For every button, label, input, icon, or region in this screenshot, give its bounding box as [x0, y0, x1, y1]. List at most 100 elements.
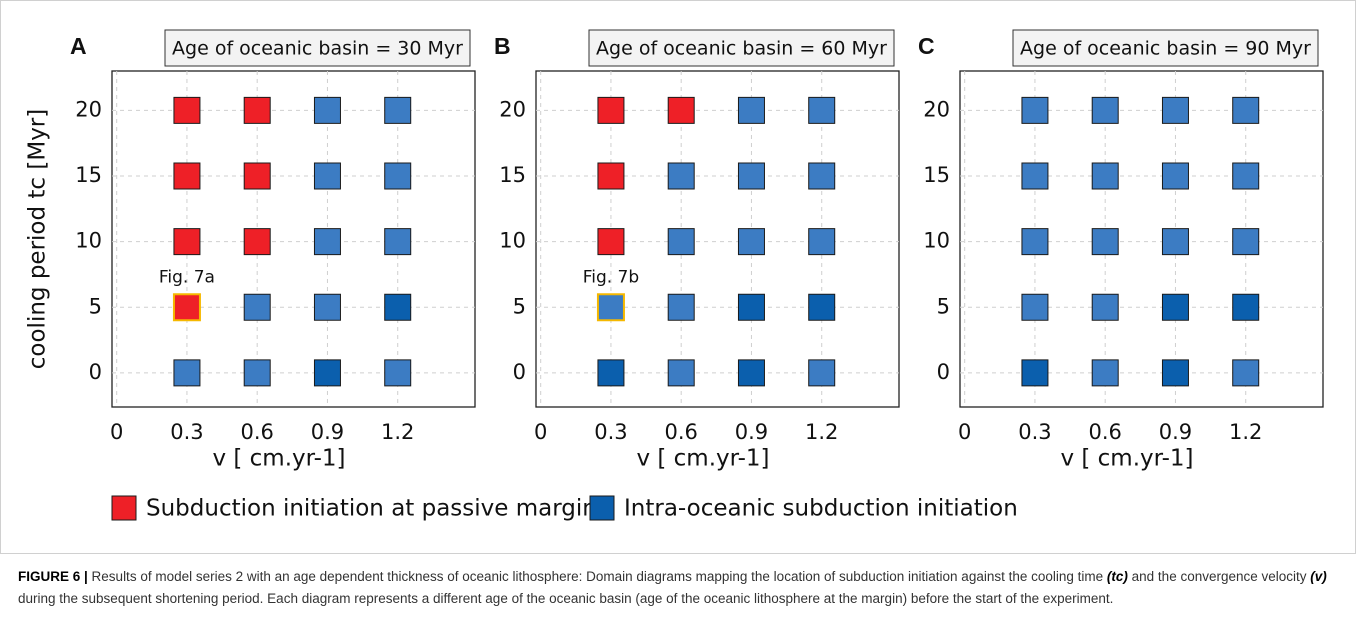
y-tick-label: 20	[923, 97, 950, 121]
point	[243, 228, 271, 256]
point	[173, 228, 201, 256]
point	[1161, 359, 1189, 387]
point	[313, 228, 341, 256]
point	[1232, 293, 1260, 321]
x-tick-label: 0.6	[664, 420, 697, 444]
plot-area	[535, 70, 900, 408]
point	[173, 162, 201, 190]
point	[384, 162, 412, 190]
point	[667, 96, 695, 124]
title-box	[588, 29, 895, 67]
plot-area	[959, 70, 1324, 408]
y-tick-label: 20	[499, 97, 526, 121]
point	[173, 359, 201, 387]
point	[1161, 228, 1189, 256]
point	[313, 162, 341, 190]
point	[1232, 359, 1260, 387]
plot-area	[111, 70, 476, 408]
y-tick-label: 15	[75, 163, 102, 187]
x-tick-label: 0.9	[311, 420, 344, 444]
point	[1161, 293, 1189, 321]
point	[1021, 228, 1049, 256]
point	[667, 359, 695, 387]
annotation: Fig. 7a	[159, 267, 215, 287]
x-tick-label: 0	[110, 420, 123, 444]
point	[1161, 162, 1189, 190]
point	[808, 359, 836, 387]
point	[313, 96, 341, 124]
x-tick-label: 1.2	[1229, 420, 1262, 444]
y-tick-label: 10	[499, 229, 526, 253]
chart-title: Age of oceanic basin = 60 Myr	[596, 38, 887, 60]
point	[1091, 162, 1119, 190]
legend-label: Subduction initiation at passive margin	[146, 496, 597, 522]
point	[597, 228, 625, 256]
x-tick-label: 0.6	[1088, 420, 1121, 444]
caption-emph: (tc)	[1106, 569, 1128, 584]
panel-label: C	[918, 33, 935, 59]
point	[313, 293, 341, 321]
x-tick-label: 0.3	[594, 420, 627, 444]
y-tick-label: 20	[75, 97, 102, 121]
legend-label: Intra-oceanic subduction initiation	[624, 496, 1018, 522]
y-tick-label: 5	[513, 294, 526, 318]
annotation: Fig. 7b	[583, 267, 639, 287]
point	[1091, 293, 1119, 321]
point	[1232, 162, 1260, 190]
x-tick-label: 0.9	[735, 420, 768, 444]
point	[1021, 359, 1049, 387]
legend-swatch	[111, 495, 137, 521]
point	[1021, 293, 1049, 321]
point	[667, 293, 695, 321]
x-tick-label: 0.3	[170, 420, 203, 444]
point	[737, 228, 765, 256]
y-tick-label: 5	[89, 294, 102, 318]
point	[737, 293, 765, 321]
x-tick-label: 0.6	[240, 420, 273, 444]
caption-text: during the subsequent shortening period.…	[18, 591, 1114, 606]
y-tick-label: 5	[937, 294, 950, 318]
point	[1021, 162, 1049, 190]
point	[384, 96, 412, 124]
point	[808, 293, 836, 321]
caption-text: Results of model series 2 with an age de…	[87, 569, 1107, 584]
y-tick-label: 10	[75, 229, 102, 253]
point	[597, 96, 625, 124]
point	[243, 96, 271, 124]
x-tick-label: 1.2	[381, 420, 414, 444]
chart-title: Age of oceanic basin = 30 Myr	[172, 38, 463, 60]
y-tick-label: 15	[499, 163, 526, 187]
point	[808, 162, 836, 190]
caption-label: FIGURE 6 |	[18, 569, 88, 584]
point	[173, 96, 201, 124]
point	[384, 359, 412, 387]
point	[808, 228, 836, 256]
point	[667, 228, 695, 256]
point	[384, 293, 412, 321]
panel-label: B	[494, 33, 511, 59]
figure: 0 0.3 0.6 0.9 1.2 0 5 10 15 20 v [ cm.yr-1] cooling…	[0, 0, 1356, 554]
legend-swatch	[589, 495, 615, 521]
y-axis-label: cooling period tc [Myr]	[25, 109, 51, 369]
point	[737, 162, 765, 190]
x-tick-label: 1.2	[805, 420, 838, 444]
point	[1161, 96, 1189, 124]
chart-title: Age of oceanic basin = 90 Myr	[1020, 38, 1311, 60]
point	[737, 359, 765, 387]
x-axis-label: v [ cm.yr-1]	[1060, 446, 1193, 472]
point	[808, 96, 836, 124]
title-box	[164, 29, 471, 67]
point	[737, 96, 765, 124]
point	[384, 228, 412, 256]
y-tick-label: 0	[937, 360, 950, 384]
y-tick-label: 15	[923, 163, 950, 187]
x-tick-label: 0.3	[1018, 420, 1051, 444]
x-tick-label: 0.9	[1159, 420, 1192, 444]
panel-label: A	[70, 33, 87, 59]
point	[597, 359, 625, 387]
caption: FIGURE 6 | Results of model series 2 wit…	[18, 566, 1338, 610]
y-tick-label: 0	[513, 360, 526, 384]
point	[1232, 228, 1260, 256]
point	[1021, 96, 1049, 124]
